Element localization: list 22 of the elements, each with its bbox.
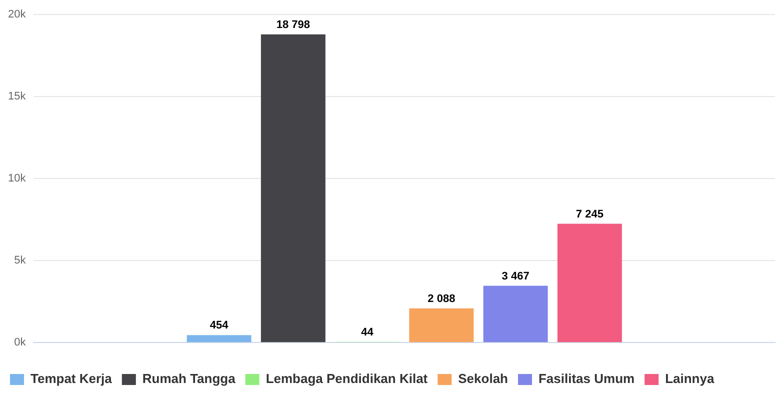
y-tick-label: 5k: [14, 254, 26, 267]
y-tick-label: 20k: [8, 8, 26, 21]
bar: [409, 308, 474, 342]
y-tick-label: 10k: [8, 172, 26, 185]
legend-label: Tempat Kerja: [30, 371, 113, 386]
data-label: 18 798: [276, 18, 310, 31]
legend-label: Rumah Tangga: [142, 371, 236, 386]
data-label: 454: [210, 320, 230, 332]
y-tick-label: 15k: [8, 90, 26, 103]
data-label: 3 467: [502, 270, 530, 282]
y-tick-label: 0k: [14, 336, 26, 349]
bar: [186, 335, 252, 342]
bar: [260, 34, 326, 342]
bar: [557, 224, 622, 342]
data-label: 2 088: [428, 292, 456, 305]
legend-label: Lembaga Pendidikan Kilat: [266, 371, 428, 386]
bar: [483, 286, 548, 342]
legend-label: Fasilitas Umum: [538, 371, 635, 386]
data-label: 44: [361, 326, 374, 338]
legend-label: Sekolah: [458, 371, 508, 386]
legend-label: Lainnya: [665, 371, 715, 386]
data-label: 7 245: [576, 208, 604, 220]
